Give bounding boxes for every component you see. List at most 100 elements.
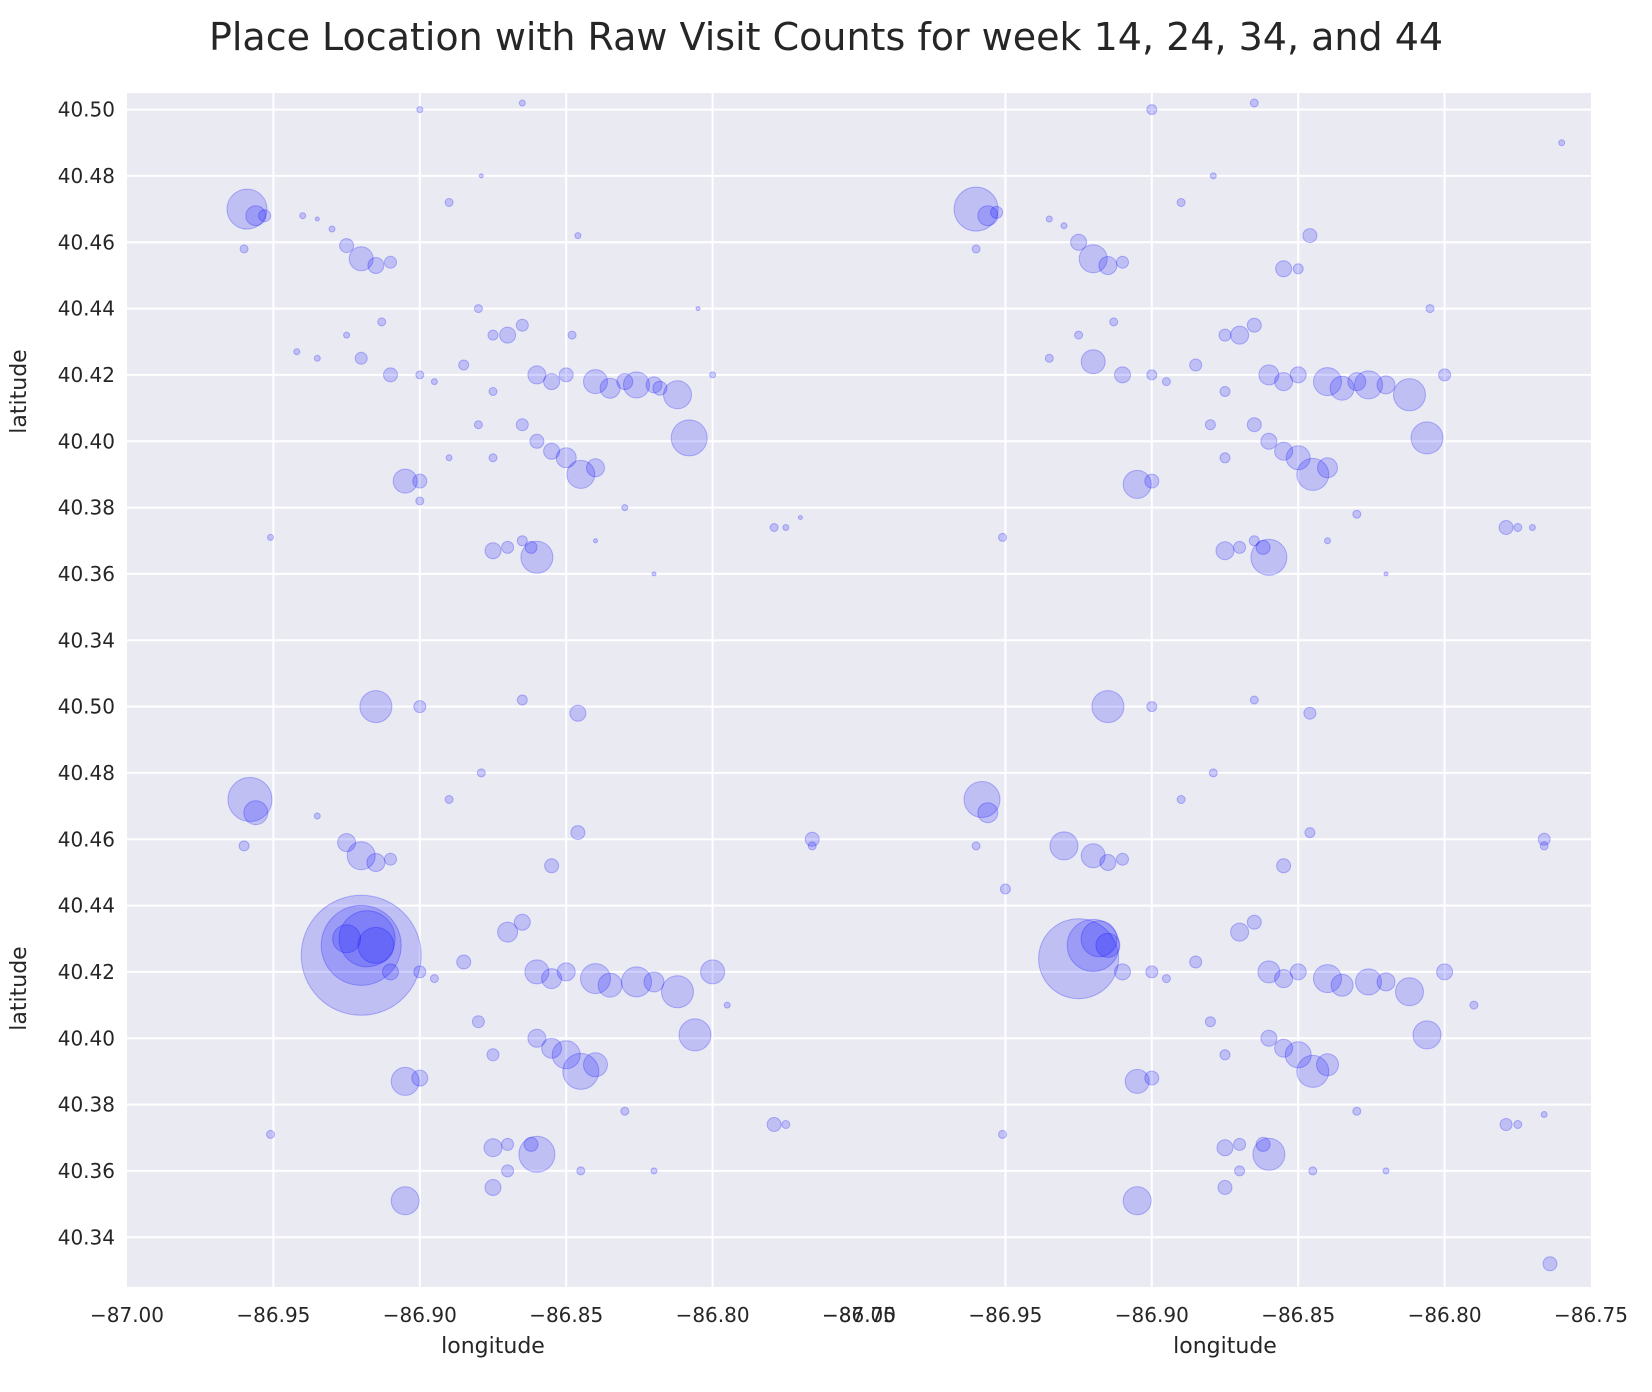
data-point (1276, 261, 1292, 277)
data-point (568, 331, 576, 339)
data-point (1250, 99, 1258, 107)
data-point (557, 963, 575, 981)
data-point (1145, 474, 1159, 488)
x-axis-label: longitude (1173, 1334, 1277, 1359)
data-point (416, 497, 424, 505)
x-axis-label: longitude (441, 1334, 545, 1359)
data-point (1261, 1030, 1277, 1046)
data-point (653, 381, 667, 395)
data-point (1231, 326, 1249, 344)
data-point (724, 1002, 730, 1008)
data-point (1396, 978, 1424, 1006)
data-point (1220, 1050, 1230, 1060)
data-point (598, 973, 622, 997)
y-tick-label: 40.44 (58, 297, 115, 321)
data-point (358, 927, 394, 963)
data-point (644, 972, 664, 992)
y-tick-label: 40.38 (58, 1093, 115, 1117)
data-point (782, 1121, 790, 1129)
data-point (1147, 702, 1157, 712)
data-point (1099, 257, 1117, 275)
data-point (1234, 541, 1246, 553)
data-point (1309, 1167, 1317, 1175)
data-point (384, 368, 398, 382)
data-point (1071, 234, 1087, 250)
data-point (544, 374, 560, 390)
data-point (1249, 536, 1259, 546)
data-point (519, 100, 525, 106)
data-point (1426, 305, 1434, 313)
data-point (477, 769, 485, 777)
data-point (502, 1165, 514, 1177)
data-point (446, 455, 452, 461)
data-point (1275, 442, 1293, 460)
y-axis-label: latitude (7, 349, 32, 433)
data-point (1216, 542, 1234, 560)
data-point (485, 543, 501, 559)
data-point (294, 349, 300, 355)
y-tick-label: 40.42 (58, 960, 115, 984)
data-point (798, 516, 802, 520)
data-point (1081, 350, 1105, 374)
data-point (991, 206, 1003, 218)
data-point (1217, 1140, 1233, 1156)
data-point (1110, 318, 1118, 326)
data-point (1100, 855, 1116, 871)
data-point (459, 360, 469, 370)
data-point (1303, 229, 1317, 243)
data-point (621, 1107, 629, 1115)
data-point (999, 533, 1007, 541)
data-point (1353, 1107, 1361, 1115)
data-point (767, 1118, 781, 1132)
data-point (575, 233, 581, 239)
data-point (1045, 354, 1053, 362)
y-tick-label: 40.40 (58, 429, 115, 453)
data-point (355, 352, 367, 364)
data-point (484, 1139, 502, 1157)
data-point (414, 966, 426, 978)
data-point (808, 842, 816, 850)
data-point (412, 1070, 428, 1086)
y-tick-label: 40.36 (58, 1159, 115, 1183)
data-point (1162, 975, 1170, 983)
data-point (651, 1168, 657, 1174)
y-tick-label: 40.40 (58, 1026, 115, 1050)
data-point (517, 536, 527, 546)
data-point (1331, 974, 1353, 996)
data-point (414, 701, 426, 713)
data-point (1470, 1001, 1478, 1009)
data-point (517, 695, 527, 705)
data-point (457, 955, 471, 969)
data-point (340, 239, 354, 253)
data-point (1305, 828, 1315, 838)
data-point (1540, 842, 1548, 850)
data-point (545, 859, 559, 873)
data-point (1383, 1168, 1389, 1174)
data-point (1529, 525, 1535, 531)
data-point (416, 371, 424, 379)
data-point (1377, 376, 1395, 394)
x-tick-label: −86.85 (529, 1303, 603, 1327)
scatter-panel-week-44 (859, 690, 1591, 1287)
data-point (1500, 1119, 1512, 1131)
data-point (1092, 691, 1124, 723)
data-point (530, 434, 544, 448)
data-point (1145, 1071, 1159, 1085)
data-point (368, 258, 384, 274)
data-point (1256, 1137, 1270, 1151)
data-point (367, 854, 385, 872)
y-tick-label: 40.34 (58, 1225, 115, 1249)
data-point (1384, 572, 1388, 576)
y-tick-label: 40.34 (58, 628, 115, 652)
data-point (559, 368, 573, 382)
data-point (1543, 1257, 1557, 1271)
data-point (999, 1130, 1007, 1138)
scatter-panel-week-34 (127, 690, 859, 1287)
panel-background (127, 690, 859, 1287)
data-point (1218, 1181, 1232, 1195)
data-point (502, 1138, 514, 1150)
data-point (1235, 1166, 1245, 1176)
data-point (268, 534, 274, 540)
x-tick-label: −86.95 (968, 1303, 1042, 1327)
y-tick-label: 40.36 (58, 562, 115, 586)
